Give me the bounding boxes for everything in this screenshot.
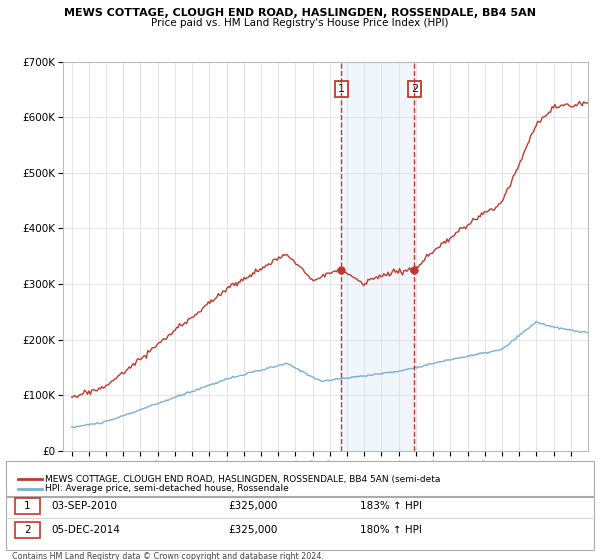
Text: £325,000: £325,000: [228, 525, 277, 535]
Text: Price paid vs. HM Land Registry's House Price Index (HPI): Price paid vs. HM Land Registry's House …: [151, 18, 449, 29]
Text: HPI: Average price, semi-detached house, Rossendale: HPI: Average price, semi-detached house,…: [45, 484, 289, 493]
Text: 2: 2: [24, 525, 31, 535]
Text: 05-DEC-2014: 05-DEC-2014: [51, 525, 120, 535]
Text: 1: 1: [338, 84, 345, 94]
Text: MEWS COTTAGE, CLOUGH END ROAD, HASLINGDEN, ROSSENDALE, BB4 5AN: MEWS COTTAGE, CLOUGH END ROAD, HASLINGDE…: [64, 8, 536, 18]
Text: 1: 1: [24, 501, 31, 511]
Text: 183% ↑ HPI: 183% ↑ HPI: [360, 501, 422, 511]
Text: 2: 2: [411, 84, 418, 94]
Text: MEWS COTTAGE, CLOUGH END ROAD, HASLINGDEN, ROSSENDALE, BB4 5AN (semi-deta: MEWS COTTAGE, CLOUGH END ROAD, HASLINGDE…: [45, 475, 440, 484]
Bar: [341, 62, 415, 451]
Text: £325,000: £325,000: [228, 501, 277, 511]
Text: 03-SEP-2010: 03-SEP-2010: [51, 501, 117, 511]
Text: Contains HM Land Registry data © Crown copyright and database right 2024.
This d: Contains HM Land Registry data © Crown c…: [12, 552, 324, 560]
Text: 180% ↑ HPI: 180% ↑ HPI: [360, 525, 422, 535]
